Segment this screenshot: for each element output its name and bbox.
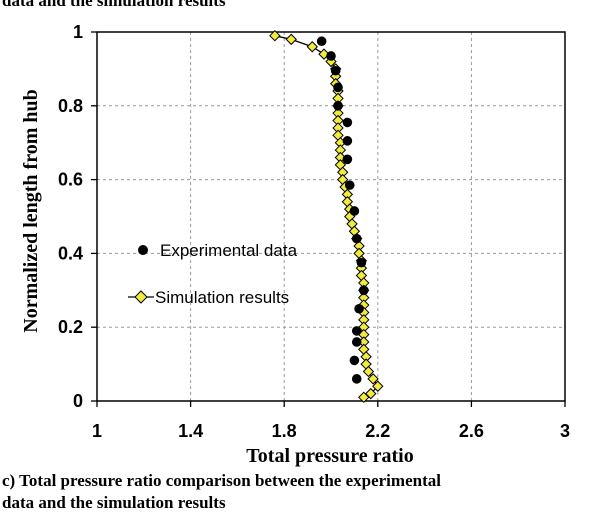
experimental-point: [342, 136, 353, 146]
series-experimental-data: [316, 36, 369, 384]
simulation-point: [306, 41, 318, 53]
y-tick-label: 1: [73, 22, 83, 42]
simulation-point: [285, 33, 297, 46]
experimental-point: [330, 65, 341, 76]
x-tick-label: 2.6: [459, 421, 484, 441]
experimental-point: [342, 154, 353, 165]
simulation-point: [367, 373, 379, 385]
y-tick-label: 0.8: [58, 96, 83, 116]
y-axis-title: Normalized length from hub: [20, 89, 42, 333]
legend-marker-simulation: [134, 290, 148, 304]
y-axis-ticks: 0 0.2 0.4 0.6 0.8 1: [58, 22, 97, 411]
experimental-point: [349, 206, 360, 216]
experimental-point: [342, 117, 353, 128]
experimental-point: [351, 326, 362, 336]
simulation-point: [362, 365, 375, 378]
legend-label-experimental: Experimental data: [160, 241, 298, 260]
y-tick-label: 0.2: [58, 317, 83, 337]
experimental-point: [344, 180, 355, 190]
y-tick-label: 0.6: [58, 170, 83, 190]
x-tick-label: 2.2: [365, 421, 390, 441]
legend-marker-experimental: [138, 245, 148, 255]
simulation-point: [372, 380, 384, 392]
experimental-point: [326, 51, 336, 61]
x-tick-label: 1.8: [272, 421, 297, 441]
simulation-point: [269, 29, 281, 42]
caption-line-1: c) Total pressure ratio comparison betwe…: [2, 471, 441, 490]
x-axis-ticks: 1 1.4 1.8 2.2 2.6 3: [92, 401, 570, 441]
grid-lines: [97, 32, 565, 401]
legend: Experimental data Simulation results: [128, 241, 298, 307]
x-tick-label: 3: [560, 421, 570, 441]
experimental-point: [333, 82, 343, 93]
experimental-point: [316, 36, 327, 47]
simulation-point: [365, 387, 377, 400]
experimental-point: [358, 285, 369, 296]
x-axis-title: Total pressure ratio: [246, 445, 413, 467]
experimental-point: [354, 303, 364, 314]
figure-caption: c) Total pressure ratio comparison betwe…: [2, 470, 602, 514]
legend-label-simulation: Simulation results: [155, 288, 289, 307]
y-tick-label: 0.4: [58, 243, 83, 263]
pressure-ratio-chart: 0 0.2 0.4 0.6 0.8 1 1 1.4 1.8 2.2 2.6 3 Normalized…: [20, 22, 570, 467]
cut-off-caption-line: data and the simulation results: [2, 0, 226, 10]
experimental-point: [333, 101, 343, 111]
experimental-point: [351, 337, 362, 347]
x-tick-label: 1: [92, 421, 102, 441]
simulation-point: [358, 391, 370, 404]
y-tick-label: 0: [73, 391, 83, 411]
experimental-point: [351, 374, 362, 384]
series-simulation-results: [269, 29, 384, 404]
experimental-point: [349, 355, 360, 366]
plot-frame: [96, 31, 566, 402]
x-tick-label: 1.4: [178, 421, 203, 441]
caption-line-2: data and the simulation results: [2, 493, 226, 512]
experimental-point: [351, 233, 362, 244]
experimental-point: [356, 257, 367, 268]
